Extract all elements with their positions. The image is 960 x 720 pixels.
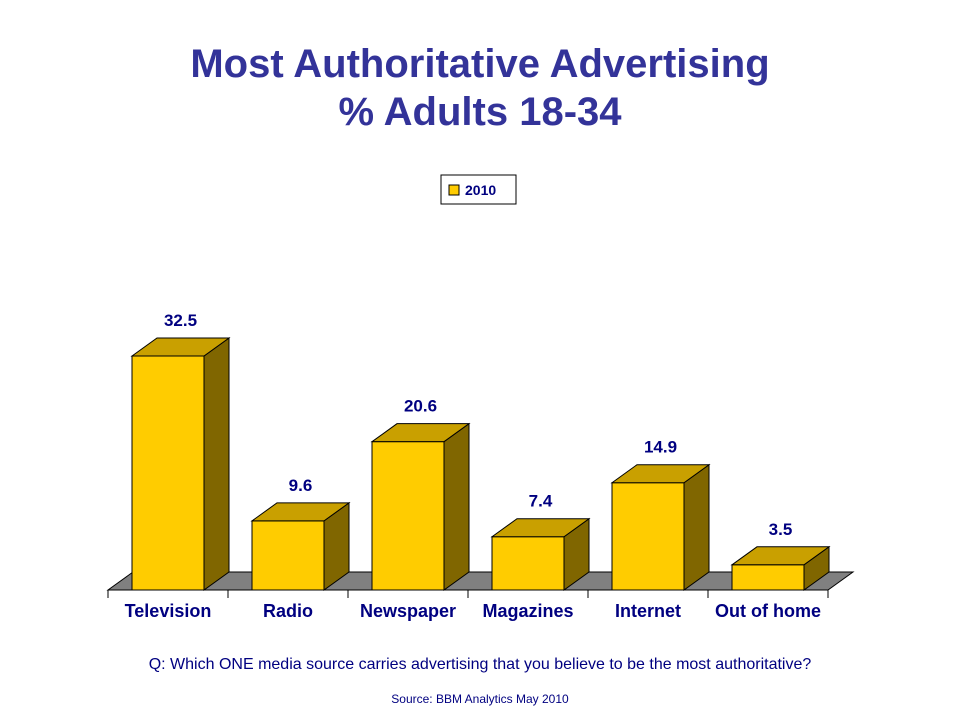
legend-label: 2010 [465,182,496,198]
bar-internet [610,463,711,591]
bar-front [251,520,325,591]
bar-side [683,463,710,591]
bar-top [730,546,831,566]
category-label: Out of home [715,601,821,621]
bar-front [131,355,205,591]
category-label: Internet [615,601,681,621]
title-line-2: % Adults 18-34 [338,90,622,134]
source-note: Source: BBM Analytics May 2010 [391,692,569,706]
legend-swatch [448,184,460,196]
bar-magazines [490,517,591,591]
bar-top [130,337,231,357]
chart-title: Most Authoritative Advertising % Adults … [0,40,960,136]
data-label: 14.9 [644,438,677,457]
bar-side [203,337,230,591]
category-label: Newspaper [360,601,456,621]
category-axis: Television Radio Newspaper Magazines Interne… [107,589,829,621]
category-label: Television [125,601,212,621]
bar-top [490,518,591,538]
category-label: Magazines [482,601,573,621]
bar-front [731,564,805,591]
bar-top [250,502,351,522]
title-line-1: Most Authoritative Advertising [190,42,770,86]
labels-group: 32.5 9.6 20.6 7.4 14.9 3.5 [164,311,792,539]
bar-newspaper [370,422,471,591]
survey-question: Q: Which ONE media source carries advert… [148,656,812,673]
bar-front [611,482,685,591]
category-label: Radio [263,601,313,621]
data-label: 7.4 [529,492,553,511]
bar-front [371,441,445,591]
bar-out-of-home [730,545,831,591]
legend: 2010 [440,174,517,205]
bar-radio [250,501,351,591]
data-label: 32.5 [164,311,197,330]
data-label: 3.5 [769,520,793,539]
bar-front [491,536,565,591]
bar-top [370,423,471,443]
bar-side [443,422,470,591]
bar-top [610,464,711,484]
data-label: 20.6 [404,397,437,416]
bar-television [130,337,231,591]
bars-group [130,337,831,591]
data-label: 9.6 [289,476,313,495]
